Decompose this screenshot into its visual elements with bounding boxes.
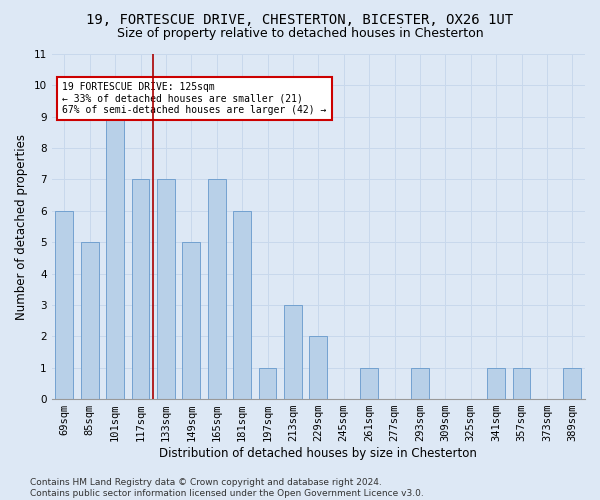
Bar: [131, 180, 149, 399]
Bar: [182, 242, 200, 399]
Bar: [233, 211, 251, 399]
Y-axis label: Number of detached properties: Number of detached properties: [15, 134, 28, 320]
Text: 19, FORTESCUE DRIVE, CHESTERTON, BICESTER, OX26 1UT: 19, FORTESCUE DRIVE, CHESTERTON, BICESTE…: [86, 12, 514, 26]
Bar: [310, 336, 327, 399]
Bar: [487, 368, 505, 399]
Bar: [81, 242, 98, 399]
Bar: [55, 211, 73, 399]
Bar: [259, 368, 277, 399]
Bar: [284, 305, 302, 399]
Text: Contains HM Land Registry data © Crown copyright and database right 2024.
Contai: Contains HM Land Registry data © Crown c…: [30, 478, 424, 498]
Bar: [157, 180, 175, 399]
Bar: [360, 368, 378, 399]
Bar: [106, 116, 124, 399]
Bar: [563, 368, 581, 399]
Bar: [208, 180, 226, 399]
X-axis label: Distribution of detached houses by size in Chesterton: Distribution of detached houses by size …: [160, 447, 477, 460]
Bar: [512, 368, 530, 399]
Bar: [411, 368, 429, 399]
Text: 19 FORTESCUE DRIVE: 125sqm
← 33% of detached houses are smaller (21)
67% of semi: 19 FORTESCUE DRIVE: 125sqm ← 33% of deta…: [62, 82, 327, 115]
Text: Size of property relative to detached houses in Chesterton: Size of property relative to detached ho…: [116, 28, 484, 40]
